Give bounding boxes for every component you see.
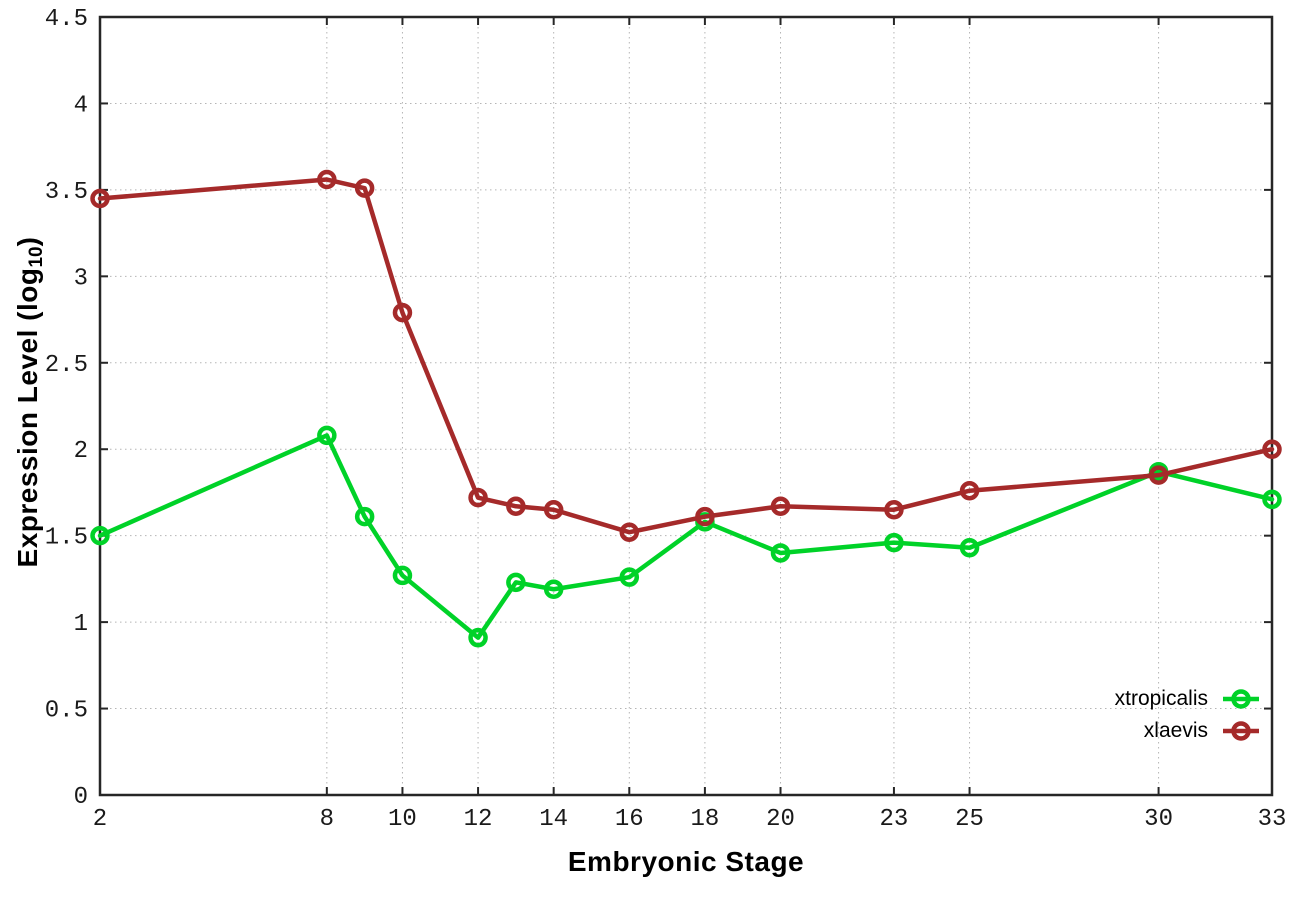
data-point-marker-xtropicalis xyxy=(884,532,904,553)
series-line-xlaevis xyxy=(97,177,1275,535)
data-point-marker-xlaevis xyxy=(354,178,375,198)
data-point-marker-xtropicalis xyxy=(506,572,526,593)
data-point-marker-xlaevis xyxy=(884,499,904,520)
data-point-marker-xlaevis xyxy=(506,496,526,517)
x-tick-label: 16 xyxy=(615,806,644,833)
series-line-xtropicalis xyxy=(97,433,1275,640)
y-axis-title-text: Expression Level (log xyxy=(12,267,44,568)
data-point-marker-xlaevis xyxy=(543,499,564,520)
legend-sample-xtropicalis xyxy=(1223,689,1259,709)
data-point-marker-xtropicalis xyxy=(392,565,413,586)
y-tick-label: 2.5 xyxy=(45,352,88,379)
data-point-marker-xtropicalis xyxy=(959,538,980,558)
data-point-marker-xlaevis xyxy=(317,169,337,190)
x-tick-label: 10 xyxy=(388,806,417,833)
legend-entry-xlaevis: xlaevis xyxy=(1144,718,1262,744)
legend-sample-xlaevis xyxy=(1223,721,1259,741)
y-tick-label: 0 xyxy=(74,784,88,811)
x-tick-label: 14 xyxy=(539,806,568,833)
data-point-marker-xlaevis xyxy=(468,487,488,508)
data-point-marker-xlaevis xyxy=(959,480,980,501)
x-tick-label: 20 xyxy=(766,806,795,833)
data-point-marker-xtropicalis xyxy=(543,579,564,600)
plot-border xyxy=(98,15,1274,797)
data-point-marker-xlaevis xyxy=(695,506,715,527)
data-point-marker-xlaevis xyxy=(770,496,791,517)
x-tick-label: 18 xyxy=(690,806,719,833)
x-tick-label: 2 xyxy=(93,806,107,833)
legend-label-xtropicalis: xtropicalis xyxy=(1114,687,1208,710)
y-tick-label: 4 xyxy=(74,92,88,119)
y-tick-label: 3 xyxy=(74,265,88,292)
y-tick-label: 4.5 xyxy=(45,6,88,33)
x-tick-label: 30 xyxy=(1144,806,1173,833)
legend-label-xlaevis: xlaevis xyxy=(1143,719,1208,742)
x-tick-label: 25 xyxy=(955,806,984,833)
y-tick-label: 1.5 xyxy=(45,525,88,552)
legend: xtropicalis xlaevis xyxy=(1115,686,1262,744)
x-tick-label: 12 xyxy=(464,806,493,833)
data-point-marker-xlaevis xyxy=(90,188,110,209)
data-point-marker-xlaevis xyxy=(1148,465,1169,485)
x-tick-label: 8 xyxy=(320,806,334,833)
data-point-marker-xtropicalis xyxy=(354,506,375,527)
y-axis-title-close: ) xyxy=(12,236,44,247)
y-axis-title-subscript: 10 xyxy=(25,246,47,268)
y-axis-title: Expression Level (log10) xyxy=(12,237,48,568)
data-point-marker-xtropicalis xyxy=(619,567,640,587)
legend-entry-xtropicalis: xtropicalis xyxy=(1115,686,1262,712)
x-axis-title: Embryonic Stage xyxy=(567,846,805,877)
data-point-marker-xtropicalis xyxy=(468,627,488,648)
y-tick-label: 3.5 xyxy=(45,179,88,206)
data-point-marker-xtropicalis xyxy=(1262,489,1282,510)
data-point-marker-xtropicalis xyxy=(770,543,791,563)
y-tick-label: 2 xyxy=(74,438,88,465)
data-point-marker-xlaevis xyxy=(1262,439,1282,459)
data-point-marker-xlaevis xyxy=(619,522,640,542)
x-tick-label: 23 xyxy=(880,806,909,833)
data-point-marker-xtropicalis xyxy=(90,525,110,546)
legend-circle-marker-icon xyxy=(1231,721,1251,741)
y-tick-label: 1 xyxy=(74,611,88,638)
legend-circle-marker-icon xyxy=(1231,689,1251,709)
data-point-marker-xtropicalis xyxy=(317,425,337,446)
x-tick-label: 33 xyxy=(1258,806,1287,833)
data-point-marker-xlaevis xyxy=(392,302,413,323)
y-tick-label: 0.5 xyxy=(45,698,88,725)
